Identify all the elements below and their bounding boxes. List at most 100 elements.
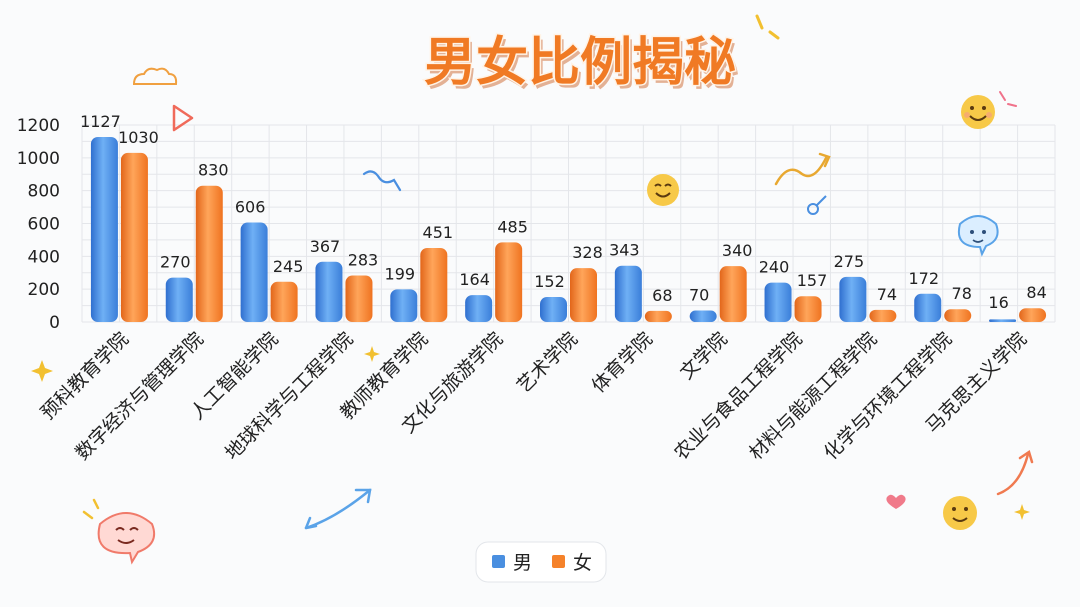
x-tick-label: 文学院 xyxy=(676,328,732,384)
bar-male xyxy=(764,282,792,322)
chat-bubble-icon xyxy=(958,215,999,257)
bar-female xyxy=(420,247,448,322)
value-label: 199 xyxy=(385,264,416,283)
bar-male xyxy=(614,265,642,322)
value-label: 78 xyxy=(952,284,972,303)
arrow-icon xyxy=(362,170,402,192)
arrowhead-icon xyxy=(818,152,831,168)
bar-female xyxy=(495,242,523,322)
bar-female xyxy=(120,152,148,322)
bar-female xyxy=(270,281,298,322)
bar-male xyxy=(839,276,867,322)
bar-male xyxy=(989,319,1017,322)
value-label: 451 xyxy=(423,223,454,242)
y-axis: 0 200 400 600 800 1000 1200 xyxy=(17,116,60,333)
x-tick-label: 材料与能源工程学院 xyxy=(745,328,881,464)
bar-female xyxy=(944,309,972,322)
y-tick-label: 800 xyxy=(28,182,60,202)
value-label: 830 xyxy=(198,161,229,180)
value-label: 1127 xyxy=(80,112,121,131)
value-label: 1030 xyxy=(118,128,159,147)
legend-label-female: 女 xyxy=(573,552,592,574)
y-tick-label: 0 xyxy=(49,313,60,333)
bar-female xyxy=(570,268,597,322)
y-tick-label: 200 xyxy=(28,280,60,300)
chart-title-shadow: 男女比例揭秘 xyxy=(427,37,739,97)
bar-female xyxy=(719,266,747,322)
value-label: 340 xyxy=(722,241,753,260)
bar-male xyxy=(689,310,717,322)
x-tick-label: 地球科学与工程学院 xyxy=(221,328,357,464)
value-label: 270 xyxy=(160,253,191,272)
bar-female xyxy=(195,185,223,322)
sparkle-icon xyxy=(999,91,1017,107)
sparkle-icon xyxy=(755,14,780,40)
bar-male xyxy=(240,222,268,322)
bar-male xyxy=(315,261,343,322)
bar-male xyxy=(914,293,942,322)
value-label: 606 xyxy=(235,198,266,217)
bar-female xyxy=(644,310,672,322)
value-label: 157 xyxy=(797,271,828,290)
sparkle-icon xyxy=(82,498,100,520)
arrow-icon xyxy=(996,452,1030,496)
legend-box xyxy=(475,541,607,583)
value-label: 275 xyxy=(834,252,865,271)
x-axis: 预科教育学院数字经济与管理学院人工智能学院地球科学与工程学院教师教育学院文化与旅… xyxy=(37,328,1031,464)
bar-male xyxy=(465,295,493,322)
bar-male xyxy=(390,289,418,322)
y-tick-label: 1200 xyxy=(17,116,60,136)
x-tick-label: 化学与环境工程学院 xyxy=(820,328,956,464)
heart-icon xyxy=(886,494,906,509)
decorations xyxy=(31,14,1034,565)
value-label: 70 xyxy=(689,286,709,305)
legend-swatch-male xyxy=(492,555,505,568)
value-label: 68 xyxy=(652,286,672,305)
bar-male xyxy=(540,297,567,322)
value-label: 245 xyxy=(273,257,304,276)
smiley-icon xyxy=(961,95,995,129)
bar-female xyxy=(1019,308,1047,322)
cloud-icon xyxy=(132,67,178,85)
value-label: 74 xyxy=(877,285,897,304)
value-label: 367 xyxy=(310,237,341,256)
x-tick-label: 数字经济与管理学院 xyxy=(71,328,207,464)
star-icon xyxy=(31,360,53,382)
value-label: 152 xyxy=(534,272,565,291)
y-tick-label: 400 xyxy=(28,247,60,267)
bar-male xyxy=(90,136,118,322)
value-label: 84 xyxy=(1026,283,1046,302)
chat-bubble-icon xyxy=(97,512,156,565)
value-label: 16 xyxy=(988,293,1008,312)
double-arrow-icon xyxy=(304,488,372,530)
legend-label-male: 男 xyxy=(513,552,532,574)
grid xyxy=(81,124,1056,323)
value-label: 164 xyxy=(459,270,490,289)
value-label: 485 xyxy=(497,217,528,236)
star-icon xyxy=(364,346,380,362)
bars xyxy=(90,136,1047,322)
x-tick-label: 艺术学院 xyxy=(513,328,582,397)
legend-swatch-female xyxy=(552,555,565,568)
x-tick-label: 农业与食品工程学院 xyxy=(670,328,806,464)
bar-male xyxy=(165,277,193,322)
male-symbol-icon xyxy=(807,195,827,215)
bar-female xyxy=(345,275,373,322)
value-label: 172 xyxy=(908,269,939,288)
play-icon xyxy=(172,104,194,132)
star-icon xyxy=(1014,504,1030,520)
y-tick-label: 1000 xyxy=(17,149,60,169)
arrowhead-icon xyxy=(1018,450,1034,464)
smiley-icon xyxy=(647,174,679,206)
bar-female xyxy=(794,296,822,322)
bar-female xyxy=(869,309,897,322)
value-label: 240 xyxy=(759,258,790,277)
chart-title: 男女比例揭秘 xyxy=(424,33,736,93)
y-tick-label: 600 xyxy=(28,215,60,235)
smiley-icon xyxy=(943,496,977,530)
arrow-icon xyxy=(774,156,828,186)
x-tick-label: 体育学院 xyxy=(588,328,657,397)
